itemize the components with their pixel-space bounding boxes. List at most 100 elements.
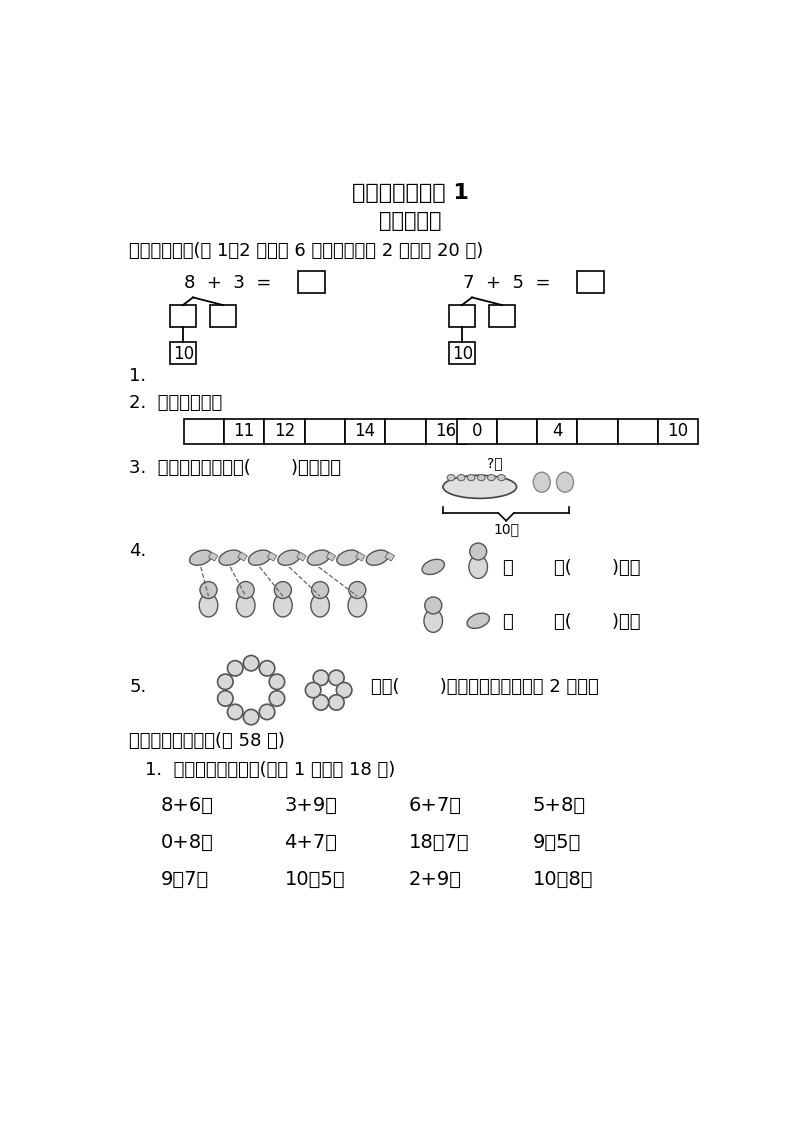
Bar: [578, 271, 604, 293]
Bar: [170, 342, 196, 364]
Ellipse shape: [307, 550, 330, 566]
Text: 比       少(       )只。: 比 少( )只。: [503, 613, 641, 631]
FancyArrow shape: [238, 552, 247, 561]
Bar: [457, 420, 497, 443]
Bar: [386, 420, 426, 443]
Circle shape: [200, 581, 217, 598]
Ellipse shape: [469, 555, 487, 578]
Bar: [426, 420, 466, 443]
Bar: [618, 420, 658, 443]
Ellipse shape: [467, 475, 475, 481]
Bar: [345, 420, 386, 443]
Text: 2+9＝: 2+9＝: [409, 870, 462, 889]
Text: 4: 4: [552, 422, 562, 440]
Text: 计算大闯关: 计算大闯关: [378, 211, 442, 231]
Ellipse shape: [237, 594, 255, 618]
Text: 3+9＝: 3+9＝: [285, 796, 338, 815]
Text: 9－5＝: 9－5＝: [533, 834, 581, 853]
Circle shape: [269, 674, 285, 690]
Text: 7  +  5  =: 7 + 5 =: [462, 275, 550, 292]
Text: 一、我会填。(第 1、2 题每题 6 分，其余每空 2 分，共 20 分): 一、我会填。(第 1、2 题每题 6 分，其余每空 2 分，共 20 分): [130, 242, 484, 260]
Text: 8  +  3  =: 8 + 3 =: [184, 275, 271, 292]
Circle shape: [218, 674, 233, 690]
Bar: [298, 271, 325, 293]
Bar: [578, 420, 618, 443]
Ellipse shape: [348, 594, 366, 618]
FancyArrow shape: [356, 552, 365, 561]
FancyArrow shape: [209, 552, 218, 561]
Text: 10: 10: [173, 345, 194, 363]
Ellipse shape: [447, 475, 455, 481]
Text: 10颗: 10颗: [493, 523, 519, 536]
Ellipse shape: [274, 594, 292, 618]
Ellipse shape: [199, 594, 218, 618]
Ellipse shape: [219, 550, 242, 566]
Text: 再添(       )颗，珠子的数量就是 2 个十。: 再添( )颗，珠子的数量就是 2 个十。: [371, 677, 599, 696]
Circle shape: [269, 691, 285, 706]
Text: 1.: 1.: [130, 366, 146, 385]
Bar: [537, 420, 578, 443]
Bar: [210, 305, 237, 327]
FancyArrow shape: [385, 552, 394, 561]
Text: 9－7＝: 9－7＝: [161, 870, 209, 889]
Bar: [658, 420, 698, 443]
Text: 二、计算大闯关。(共 58 分): 二、计算大闯关。(共 58 分): [130, 733, 286, 751]
Text: 5.: 5.: [130, 677, 146, 696]
Ellipse shape: [278, 550, 300, 566]
FancyArrow shape: [297, 552, 306, 561]
Text: 0+8＝: 0+8＝: [161, 834, 214, 853]
FancyArrow shape: [326, 552, 336, 561]
Text: 3.  右图中，盘子里有(       )颗草莓。: 3. 右图中，盘子里有( )颗草莓。: [130, 459, 342, 477]
Circle shape: [329, 694, 344, 710]
Circle shape: [259, 705, 275, 719]
Ellipse shape: [366, 550, 389, 566]
Bar: [264, 420, 305, 443]
Text: 0: 0: [471, 422, 482, 440]
Ellipse shape: [467, 613, 490, 629]
Ellipse shape: [498, 475, 506, 481]
Text: 11: 11: [234, 422, 254, 440]
Text: 10: 10: [667, 422, 689, 440]
Text: 方法技能提升卷 1: 方法技能提升卷 1: [351, 183, 469, 204]
Circle shape: [218, 691, 233, 706]
Circle shape: [329, 670, 344, 685]
Circle shape: [349, 581, 366, 598]
Text: ?颗: ?颗: [487, 456, 503, 470]
Circle shape: [243, 709, 259, 725]
FancyArrow shape: [267, 552, 277, 561]
Text: 12: 12: [274, 422, 295, 440]
Text: 2.  按顺序填数。: 2. 按顺序填数。: [130, 395, 222, 413]
Text: 1.  细心算，别粗心！(每题 1 分，共 18 分): 1. 细心算，别粗心！(每题 1 分，共 18 分): [145, 761, 395, 779]
Text: 5+8＝: 5+8＝: [533, 796, 586, 815]
Circle shape: [336, 682, 352, 698]
Circle shape: [237, 581, 254, 598]
Ellipse shape: [443, 475, 517, 499]
Circle shape: [313, 670, 329, 685]
Ellipse shape: [249, 550, 271, 566]
Text: 10－5＝: 10－5＝: [285, 870, 345, 889]
Text: 比       多(       )只。: 比 多( )只。: [503, 559, 641, 577]
Bar: [497, 420, 537, 443]
Circle shape: [311, 581, 329, 598]
Ellipse shape: [557, 473, 574, 492]
Circle shape: [243, 656, 259, 671]
Text: 18－7＝: 18－7＝: [409, 834, 469, 853]
Ellipse shape: [190, 550, 212, 566]
Ellipse shape: [458, 475, 465, 481]
Bar: [170, 305, 196, 327]
Circle shape: [425, 597, 442, 614]
Bar: [489, 305, 515, 327]
Ellipse shape: [478, 475, 485, 481]
Text: 8+6＝: 8+6＝: [161, 796, 214, 815]
Circle shape: [274, 581, 291, 598]
Ellipse shape: [487, 475, 495, 481]
Text: 6+7＝: 6+7＝: [409, 796, 462, 815]
Text: 10－8＝: 10－8＝: [533, 870, 593, 889]
Text: 4+7＝: 4+7＝: [285, 834, 338, 853]
Bar: [449, 305, 475, 327]
Ellipse shape: [422, 560, 445, 575]
Text: 10: 10: [452, 345, 473, 363]
Circle shape: [227, 661, 243, 676]
Ellipse shape: [337, 550, 359, 566]
Ellipse shape: [534, 473, 550, 492]
